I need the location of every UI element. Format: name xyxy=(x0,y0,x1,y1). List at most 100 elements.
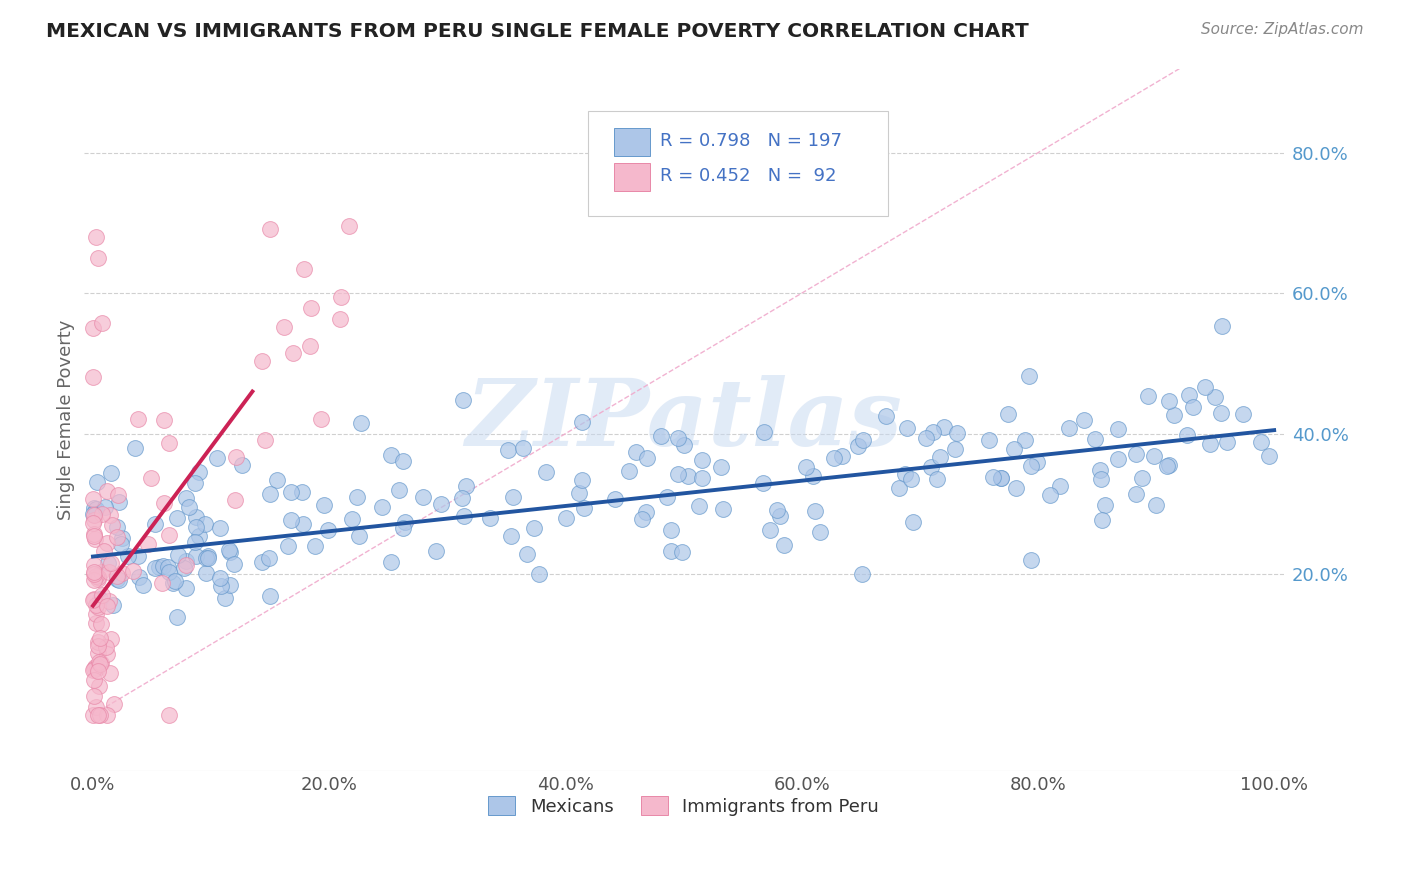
Point xyxy=(89,632,111,646)
Point xyxy=(98,665,121,680)
Point xyxy=(90,588,112,602)
Point xyxy=(174,554,197,568)
Point xyxy=(1209,406,1232,420)
Point xyxy=(1257,450,1279,464)
Point xyxy=(90,566,112,580)
Point xyxy=(766,503,789,517)
Point xyxy=(672,438,695,452)
Point xyxy=(174,558,197,572)
Point xyxy=(111,531,134,545)
Point xyxy=(759,523,782,537)
Point xyxy=(659,523,682,537)
Point xyxy=(87,639,110,653)
Point xyxy=(259,486,281,500)
Point xyxy=(250,354,273,368)
Point xyxy=(157,707,180,722)
Point xyxy=(127,412,149,426)
Point xyxy=(166,510,188,524)
Point xyxy=(87,646,110,660)
Point xyxy=(692,453,714,467)
Point xyxy=(105,569,128,583)
Point xyxy=(887,481,910,495)
Point xyxy=(186,549,208,564)
Point xyxy=(82,370,104,384)
Point xyxy=(671,545,693,559)
Point xyxy=(208,521,231,535)
Point xyxy=(83,573,105,587)
Point xyxy=(808,525,831,540)
Point xyxy=(195,566,218,580)
Point xyxy=(555,511,578,525)
Point xyxy=(536,465,558,479)
Point xyxy=(1039,488,1062,502)
Point xyxy=(105,572,128,586)
Point xyxy=(98,508,121,522)
Point xyxy=(900,472,922,486)
Point xyxy=(150,575,173,590)
Point xyxy=(218,578,240,592)
Point xyxy=(208,571,231,585)
Point xyxy=(823,451,845,466)
Point xyxy=(82,491,104,506)
Point xyxy=(101,598,124,612)
Point xyxy=(97,556,120,570)
Point xyxy=(572,501,595,516)
Point xyxy=(1125,487,1147,501)
Point xyxy=(195,550,218,565)
Point xyxy=(977,433,1000,447)
Point xyxy=(117,549,139,563)
Point xyxy=(619,464,641,478)
Point xyxy=(143,516,166,531)
Point xyxy=(127,549,149,563)
Point xyxy=(1019,458,1042,473)
Point xyxy=(894,467,917,481)
Point xyxy=(177,500,200,515)
Point xyxy=(231,458,253,473)
Point xyxy=(280,513,302,527)
Point xyxy=(83,513,105,527)
Point xyxy=(105,530,128,544)
Point xyxy=(273,319,295,334)
Point xyxy=(920,460,942,475)
Point xyxy=(990,471,1012,485)
Point xyxy=(280,485,302,500)
Point xyxy=(676,468,699,483)
Point xyxy=(83,500,105,515)
Point xyxy=(1194,380,1216,394)
Point xyxy=(340,512,363,526)
Point xyxy=(934,419,956,434)
Point xyxy=(990,471,1012,485)
Point xyxy=(1026,455,1049,469)
Point xyxy=(94,500,117,514)
Text: MEXICAN VS IMMIGRANTS FROM PERU SINGLE FEMALE POVERTY CORRELATION CHART: MEXICAN VS IMMIGRANTS FROM PERU SINGLE F… xyxy=(46,22,1029,41)
Point xyxy=(630,512,652,526)
Point xyxy=(666,467,689,481)
Point xyxy=(394,515,416,529)
Point xyxy=(1073,413,1095,427)
Point xyxy=(292,516,315,531)
Point xyxy=(277,539,299,553)
Point xyxy=(688,499,710,513)
Point xyxy=(523,521,546,535)
Point xyxy=(166,610,188,624)
Point xyxy=(218,544,240,558)
Point xyxy=(803,504,825,518)
Point xyxy=(330,290,353,304)
Point xyxy=(83,529,105,543)
Point xyxy=(93,544,115,558)
Point xyxy=(87,600,110,615)
Point xyxy=(392,454,415,468)
Point xyxy=(257,551,280,566)
Point xyxy=(82,593,104,607)
Point xyxy=(97,565,120,579)
Point xyxy=(187,465,209,479)
Point xyxy=(156,560,179,574)
Point xyxy=(1156,458,1178,473)
Point xyxy=(1005,481,1028,495)
Point xyxy=(1084,432,1107,446)
Point xyxy=(250,555,273,569)
Point xyxy=(391,521,413,535)
Point xyxy=(801,469,824,483)
Point xyxy=(224,493,246,508)
Point xyxy=(655,491,678,505)
